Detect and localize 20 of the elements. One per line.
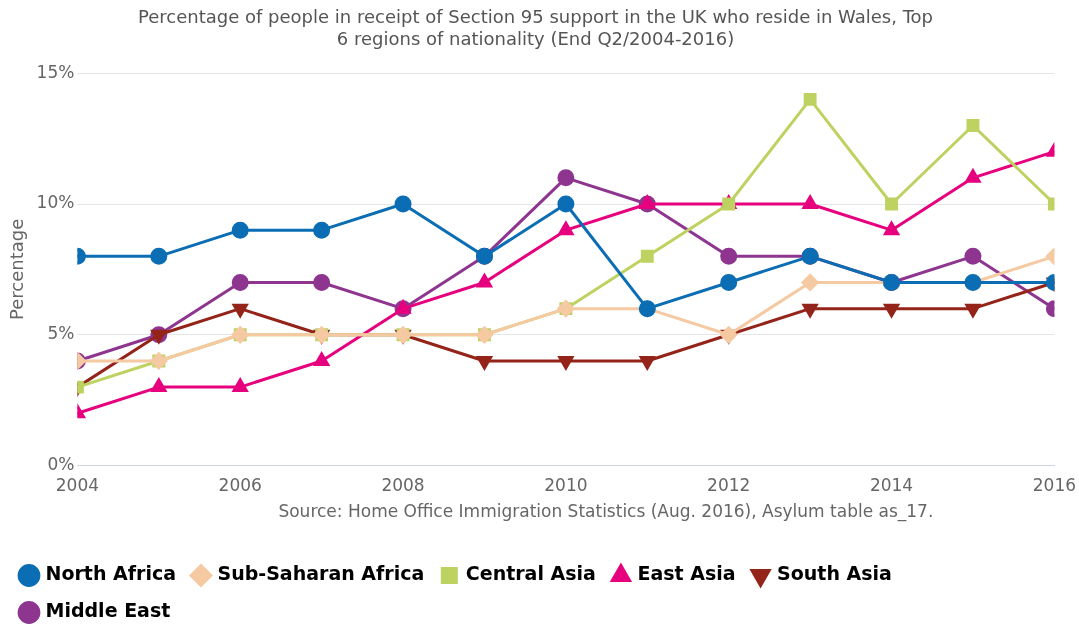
y-tick-label: 0% [47,454,75,475]
legend-label: Middle East [45,599,171,622]
y-tick-label: 15% [36,61,75,82]
legend-label: North Africa [45,562,176,585]
y-tick-label: 5% [47,323,75,344]
legend-label: South Asia [777,562,892,585]
x-tick-label: 2012 [707,475,751,496]
x-tick-label: 2008 [381,475,425,496]
y-tick-label: 10% [36,192,75,213]
x-tick-label: 2004 [55,475,100,496]
x-tick-label: 2014 [869,475,914,496]
source-note: Source: Home Office Immigration Statistics (Aug. 2016), Asylum table as_17. [278,500,934,522]
legend-label: Central Asia [465,562,596,585]
legend-label: East Asia [637,562,736,585]
legend-label: Sub-Saharan Africa [217,562,425,585]
x-tick-label: 2006 [218,475,262,496]
x-tick-label: 2010 [544,475,588,496]
y-axis-title: Percentage [6,218,28,321]
x-tick-label: 2016 [1032,475,1076,496]
chart-title: Percentage of people in receipt of Section 95 support in the UK who reside in Wales, Top 6 regions of nationality (End Q2/2004-2016) [137,6,934,50]
